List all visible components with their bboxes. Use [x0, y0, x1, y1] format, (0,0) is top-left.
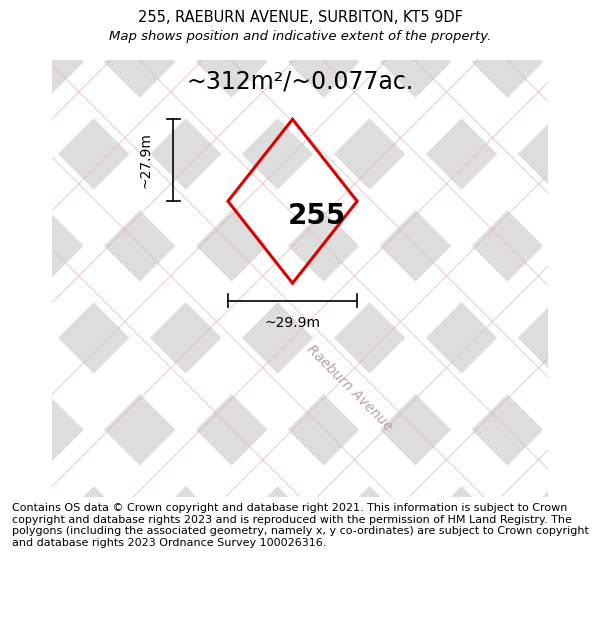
Polygon shape: [0, 302, 38, 374]
Polygon shape: [12, 210, 83, 282]
Polygon shape: [150, 118, 221, 190]
Text: 255: 255: [288, 202, 347, 230]
Polygon shape: [380, 210, 451, 282]
Polygon shape: [426, 302, 497, 374]
Polygon shape: [380, 26, 451, 98]
Polygon shape: [58, 486, 130, 558]
Polygon shape: [0, 118, 38, 190]
Polygon shape: [518, 118, 589, 190]
Polygon shape: [288, 26, 359, 98]
Polygon shape: [334, 0, 406, 6]
Text: ~29.9m: ~29.9m: [265, 316, 320, 330]
Text: ~27.9m: ~27.9m: [139, 132, 153, 188]
Polygon shape: [58, 118, 130, 190]
Polygon shape: [472, 394, 543, 466]
Polygon shape: [242, 486, 313, 558]
Polygon shape: [518, 302, 589, 374]
Polygon shape: [472, 26, 543, 98]
Polygon shape: [196, 210, 268, 282]
Polygon shape: [0, 0, 38, 6]
Polygon shape: [12, 26, 83, 98]
Polygon shape: [334, 486, 406, 558]
Polygon shape: [196, 394, 268, 466]
Polygon shape: [334, 302, 406, 374]
Polygon shape: [242, 0, 313, 6]
Polygon shape: [0, 486, 38, 558]
Polygon shape: [288, 394, 359, 466]
Polygon shape: [58, 0, 130, 6]
Polygon shape: [58, 302, 130, 374]
Polygon shape: [150, 486, 221, 558]
Polygon shape: [242, 118, 313, 190]
Polygon shape: [426, 0, 497, 6]
Text: Contains OS data © Crown copyright and database right 2021. This information is : Contains OS data © Crown copyright and d…: [12, 503, 589, 548]
Polygon shape: [518, 0, 589, 6]
Polygon shape: [472, 210, 543, 282]
Text: ~312m²/~0.077ac.: ~312m²/~0.077ac.: [187, 70, 413, 94]
Polygon shape: [150, 0, 221, 6]
Polygon shape: [12, 394, 83, 466]
Polygon shape: [150, 302, 221, 374]
Polygon shape: [518, 486, 589, 558]
Polygon shape: [334, 118, 406, 190]
Polygon shape: [426, 118, 497, 190]
FancyBboxPatch shape: [52, 0, 548, 59]
Polygon shape: [563, 210, 600, 282]
Text: Raeburn Avenue: Raeburn Avenue: [304, 342, 395, 433]
Text: Map shows position and indicative extent of the property.: Map shows position and indicative extent…: [109, 30, 491, 43]
Polygon shape: [426, 486, 497, 558]
Polygon shape: [288, 210, 359, 282]
Text: 255, RAEBURN AVENUE, SURBITON, KT5 9DF: 255, RAEBURN AVENUE, SURBITON, KT5 9DF: [137, 10, 463, 25]
Polygon shape: [380, 394, 451, 466]
Polygon shape: [563, 394, 600, 466]
Polygon shape: [104, 26, 176, 98]
Polygon shape: [104, 210, 176, 282]
Polygon shape: [242, 302, 313, 374]
Polygon shape: [563, 26, 600, 98]
Polygon shape: [104, 394, 176, 466]
Polygon shape: [196, 26, 268, 98]
